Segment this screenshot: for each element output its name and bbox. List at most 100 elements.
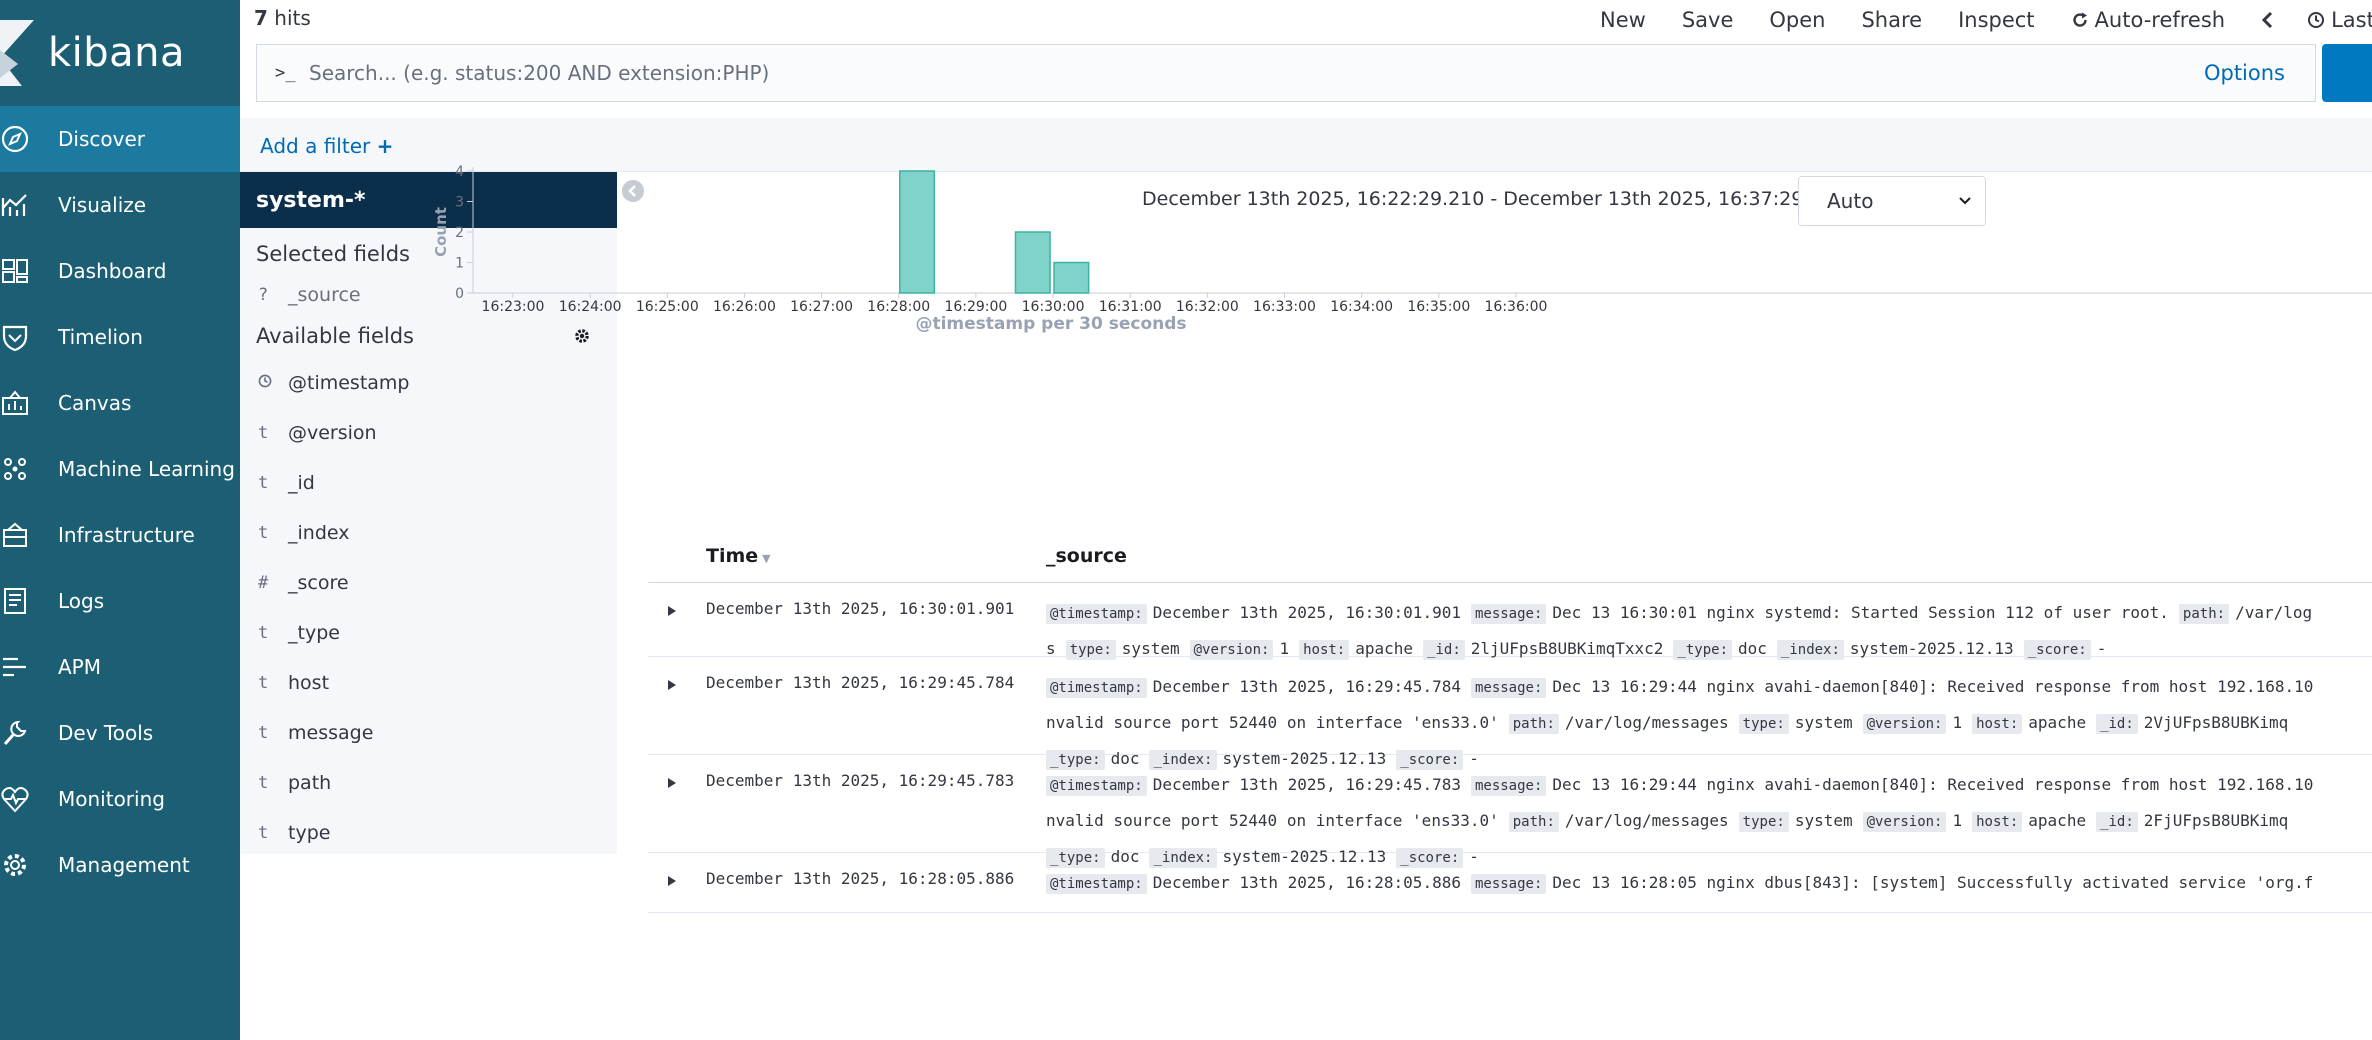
source-field-value: /var/log	[2235, 603, 2313, 622]
sidebar-item-machine-learning[interactable]: Machine Learning	[0, 436, 240, 502]
inspect-button[interactable]: Inspect	[1958, 8, 2035, 32]
field-name: message	[288, 722, 374, 744]
timepicker-button[interactable]: Last 15 m	[2307, 8, 2372, 32]
hits-counter: 7 hits	[254, 6, 311, 30]
table-row[interactable]: December 13th 2025, 16:29:45.784 @timesta…	[648, 657, 2372, 770]
field-name: _index	[288, 522, 350, 544]
field-index[interactable]: t _index	[240, 508, 617, 558]
field-name: @timestamp	[288, 372, 410, 394]
sidebar-item-visualize[interactable]: Visualize	[0, 172, 240, 238]
sidebar-item-dashboard[interactable]: Dashboard	[0, 238, 240, 304]
time-back-button[interactable]	[2261, 11, 2281, 29]
interval-select[interactable]: Auto	[1798, 176, 1986, 226]
apm-icon	[3, 657, 26, 677]
save-button[interactable]: Save	[1681, 8, 1734, 32]
histogram-bar[interactable]	[1053, 261, 1090, 294]
source-field-key: _id:	[1423, 640, 1465, 660]
histogram-bar[interactable]	[899, 170, 936, 294]
field-source[interactable]: ? _source	[240, 276, 617, 314]
source-field-value: system-2025.12.13	[1222, 847, 1387, 866]
table-row[interactable]: December 13th 2025, 16:28:05.886 @timesta…	[648, 853, 2372, 913]
source-line: _type: doc _index: system-2025.12.13 _score:…	[1046, 839, 2372, 875]
field-name: host	[288, 672, 330, 694]
source-field-key: _type:	[1046, 750, 1105, 770]
timepicker-label: Last 15 m	[2331, 8, 2372, 32]
sort-down-icon[interactable]: ▼	[762, 552, 771, 565]
source-field-value: apache	[1355, 639, 1414, 658]
search-input[interactable]	[309, 45, 2204, 101]
source-field-value: nvalid source port 52440 on interface 'e…	[1046, 713, 1499, 732]
source-field-key: message:	[1470, 776, 1547, 796]
auto-refresh-button[interactable]: Auto-refresh	[2071, 8, 2225, 32]
logs-icon	[4, 588, 26, 614]
sidebar-item-logs[interactable]: Logs	[0, 568, 240, 634]
x-tick-label: 16:34:00	[1330, 299, 1393, 315]
infrastructure-icon	[3, 522, 27, 547]
y-axis: 0 1 2 3 4	[455, 164, 474, 302]
source-field-value: Dec 13 16:28:05 nginx dbus[843]: [system…	[1552, 873, 2314, 892]
expand-row-icon[interactable]	[664, 603, 680, 619]
field-version[interactable]: t @version	[240, 408, 617, 458]
x-axis: 16:23:00 16:24:00 16:25:00 16:26:00 16:27:00…	[473, 292, 2372, 315]
sidebar-item-label: Dev Tools	[58, 721, 154, 745]
collapse-sidebar-icon[interactable]	[622, 180, 644, 202]
available-fields-title: Available fields	[256, 324, 414, 348]
sidebar-item-infrastructure[interactable]: Infrastructure	[0, 502, 240, 568]
available-fields-header: Available fields	[240, 314, 617, 358]
y-tick-label: 4	[455, 164, 464, 180]
index-pattern-selector[interactable]: system-*	[240, 172, 617, 228]
table-row[interactable]: December 13th 2025, 16:29:45.783 @timesta…	[648, 755, 2372, 868]
query-language-prompt[interactable]: >_	[275, 63, 296, 83]
add-filter-button[interactable]: Add a filter +	[260, 134, 393, 158]
field-score[interactable]: # _score	[240, 558, 617, 608]
source-line: s type: system @version: 1 host: apache _id: 2lj…	[1046, 631, 2372, 667]
table-row[interactable]: December 13th 2025, 16:30:01.901 @timesta…	[648, 583, 2372, 660]
source-field-key: _index:	[1776, 640, 1844, 660]
source-field-value: system	[1121, 639, 1180, 658]
row-source: @timestamp: December 13th 2025, 16:29:45.…	[1046, 767, 2372, 875]
nav-list: Discover Visualize Dashboard Timelion Canvas…	[0, 106, 240, 898]
share-button[interactable]: Share	[1861, 8, 1923, 32]
sidebar-item-dev-tools[interactable]: Dev Tools	[0, 700, 240, 766]
field-path[interactable]: t path	[240, 758, 617, 808]
expand-row-icon[interactable]	[664, 873, 680, 889]
row-timestamp: December 13th 2025, 16:28:05.886	[706, 869, 1015, 888]
new-button[interactable]: New	[1600, 8, 1646, 32]
hits-count: 7	[254, 6, 268, 30]
field-type[interactable]: t _type	[240, 608, 617, 658]
field-host[interactable]: t host	[240, 658, 617, 708]
field-message[interactable]: t message	[240, 708, 617, 758]
source-field-value: doc	[1110, 847, 1140, 866]
sidebar-item-apm[interactable]: APM	[0, 634, 240, 700]
sidebar-item-management[interactable]: Management	[0, 832, 240, 898]
sidebar-item-label: Timelion	[58, 325, 143, 349]
sidebar-item-label: Canvas	[58, 391, 132, 415]
expand-row-icon[interactable]	[664, 775, 680, 791]
time-column-header[interactable]: Time ▼	[706, 545, 771, 567]
sidebar-item-monitoring[interactable]: Monitoring	[0, 766, 240, 832]
source-field-key: _score:	[2023, 640, 2091, 660]
x-tick-label: 16:29:00	[944, 299, 1007, 315]
y-tick-label: 1	[455, 256, 464, 272]
field-sidebar: system-* Selected fields ? _source Availa…	[240, 172, 617, 854]
sidebar-item-discover[interactable]: Discover	[0, 106, 240, 172]
sidebar-item-canvas[interactable]: Canvas	[0, 370, 240, 436]
expand-row-icon[interactable]	[664, 677, 680, 693]
row-source: @timestamp: December 13th 2025, 16:29:45.…	[1046, 669, 2372, 777]
open-button[interactable]: Open	[1769, 8, 1826, 32]
histogram-bar[interactable]	[1014, 231, 1051, 294]
field-timestamp[interactable]: @timestamp	[240, 358, 617, 408]
field-name: path	[288, 772, 332, 794]
search-submit-button[interactable]	[2322, 44, 2372, 102]
brand[interactable]: kibana	[0, 0, 240, 106]
options-button[interactable]: Options	[2203, 61, 2285, 85]
x-tick-label: 16:30:00	[1022, 299, 1085, 315]
field-id[interactable]: t _id	[240, 458, 617, 508]
gear-icon[interactable]	[573, 327, 591, 345]
field-type[interactable]: t type	[240, 808, 617, 858]
source-field-value: Dec 13 16:30:01 nginx systemd: Started S…	[1552, 603, 2169, 622]
sidebar-item-timelion[interactable]: Timelion	[0, 304, 240, 370]
sidebar-item-label: APM	[58, 655, 101, 679]
field-name: _source	[288, 284, 361, 306]
